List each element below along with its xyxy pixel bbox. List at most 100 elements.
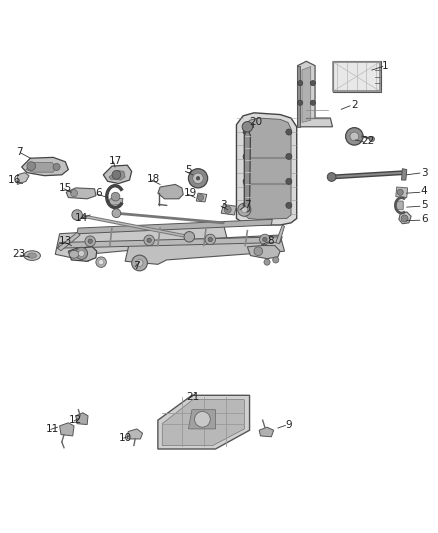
Circle shape bbox=[242, 122, 253, 132]
Polygon shape bbox=[21, 157, 68, 176]
Polygon shape bbox=[396, 187, 408, 198]
FancyBboxPatch shape bbox=[396, 201, 403, 210]
Circle shape bbox=[297, 80, 303, 86]
Circle shape bbox=[99, 260, 104, 265]
Circle shape bbox=[132, 255, 148, 271]
Circle shape bbox=[327, 173, 336, 181]
Circle shape bbox=[72, 210, 82, 220]
Circle shape bbox=[111, 192, 120, 201]
Circle shape bbox=[243, 203, 249, 208]
Circle shape bbox=[78, 251, 85, 256]
Circle shape bbox=[88, 239, 92, 244]
Circle shape bbox=[112, 171, 121, 179]
Circle shape bbox=[243, 179, 249, 184]
Ellipse shape bbox=[69, 251, 79, 258]
Text: 22: 22 bbox=[361, 136, 374, 146]
Polygon shape bbox=[57, 232, 80, 251]
Circle shape bbox=[147, 238, 151, 243]
Text: 20: 20 bbox=[250, 117, 263, 126]
Circle shape bbox=[263, 237, 267, 241]
Circle shape bbox=[243, 154, 249, 159]
Text: 4: 4 bbox=[421, 187, 427, 196]
Text: 18: 18 bbox=[147, 174, 160, 184]
Circle shape bbox=[286, 179, 292, 184]
Ellipse shape bbox=[24, 251, 40, 261]
Polygon shape bbox=[188, 410, 215, 429]
Text: 12: 12 bbox=[69, 415, 82, 425]
Circle shape bbox=[397, 189, 403, 195]
Polygon shape bbox=[125, 235, 285, 264]
Circle shape bbox=[286, 129, 292, 135]
Polygon shape bbox=[244, 118, 291, 220]
Circle shape bbox=[196, 176, 200, 180]
Polygon shape bbox=[26, 163, 57, 172]
Circle shape bbox=[208, 237, 212, 241]
Text: 6: 6 bbox=[421, 214, 427, 224]
Circle shape bbox=[194, 411, 210, 427]
Polygon shape bbox=[109, 198, 123, 205]
Text: 5: 5 bbox=[421, 200, 427, 211]
Circle shape bbox=[401, 215, 408, 222]
Polygon shape bbox=[196, 193, 207, 202]
Polygon shape bbox=[221, 205, 237, 215]
Ellipse shape bbox=[28, 253, 36, 258]
Text: 15: 15 bbox=[59, 183, 72, 193]
Circle shape bbox=[136, 260, 143, 266]
Polygon shape bbox=[297, 66, 300, 127]
Circle shape bbox=[346, 128, 363, 145]
Circle shape bbox=[85, 236, 95, 246]
Circle shape bbox=[193, 173, 203, 183]
Polygon shape bbox=[57, 237, 283, 248]
Text: 11: 11 bbox=[46, 424, 59, 434]
Polygon shape bbox=[127, 429, 143, 439]
Text: 6: 6 bbox=[95, 188, 102, 198]
Polygon shape bbox=[297, 61, 332, 127]
Polygon shape bbox=[244, 128, 251, 212]
Polygon shape bbox=[77, 220, 272, 234]
Circle shape bbox=[53, 164, 60, 171]
Polygon shape bbox=[302, 67, 311, 123]
Circle shape bbox=[112, 209, 121, 217]
Polygon shape bbox=[162, 400, 244, 446]
Circle shape bbox=[27, 161, 35, 171]
Text: 21: 21 bbox=[186, 392, 199, 401]
Text: 16: 16 bbox=[8, 175, 21, 185]
Circle shape bbox=[297, 100, 303, 106]
Text: 19: 19 bbox=[184, 188, 197, 198]
Text: 3: 3 bbox=[421, 168, 427, 177]
Circle shape bbox=[188, 169, 208, 188]
Text: 7: 7 bbox=[134, 261, 140, 271]
Polygon shape bbox=[68, 247, 97, 261]
Polygon shape bbox=[158, 184, 183, 199]
Text: 14: 14 bbox=[75, 213, 88, 223]
Polygon shape bbox=[55, 224, 228, 261]
Circle shape bbox=[310, 80, 315, 86]
Circle shape bbox=[198, 195, 204, 200]
Text: 17: 17 bbox=[109, 156, 122, 166]
Circle shape bbox=[286, 203, 292, 208]
Text: 8: 8 bbox=[267, 236, 274, 246]
Polygon shape bbox=[109, 171, 125, 180]
Circle shape bbox=[369, 136, 374, 142]
Circle shape bbox=[224, 206, 231, 213]
Polygon shape bbox=[332, 61, 381, 92]
Circle shape bbox=[205, 234, 215, 245]
Polygon shape bbox=[399, 212, 411, 224]
Circle shape bbox=[96, 257, 106, 268]
Circle shape bbox=[273, 257, 279, 263]
Circle shape bbox=[310, 100, 315, 106]
Polygon shape bbox=[17, 173, 29, 184]
Text: 7: 7 bbox=[244, 200, 251, 211]
Polygon shape bbox=[158, 395, 250, 449]
Circle shape bbox=[264, 259, 270, 265]
Circle shape bbox=[184, 231, 194, 242]
Text: 2: 2 bbox=[351, 100, 358, 110]
Text: 9: 9 bbox=[286, 419, 292, 430]
Text: 3: 3 bbox=[220, 200, 227, 211]
Circle shape bbox=[286, 154, 292, 159]
Polygon shape bbox=[402, 169, 407, 180]
Text: 1: 1 bbox=[381, 61, 388, 71]
Polygon shape bbox=[259, 427, 274, 437]
Circle shape bbox=[254, 247, 263, 256]
Polygon shape bbox=[103, 165, 132, 183]
